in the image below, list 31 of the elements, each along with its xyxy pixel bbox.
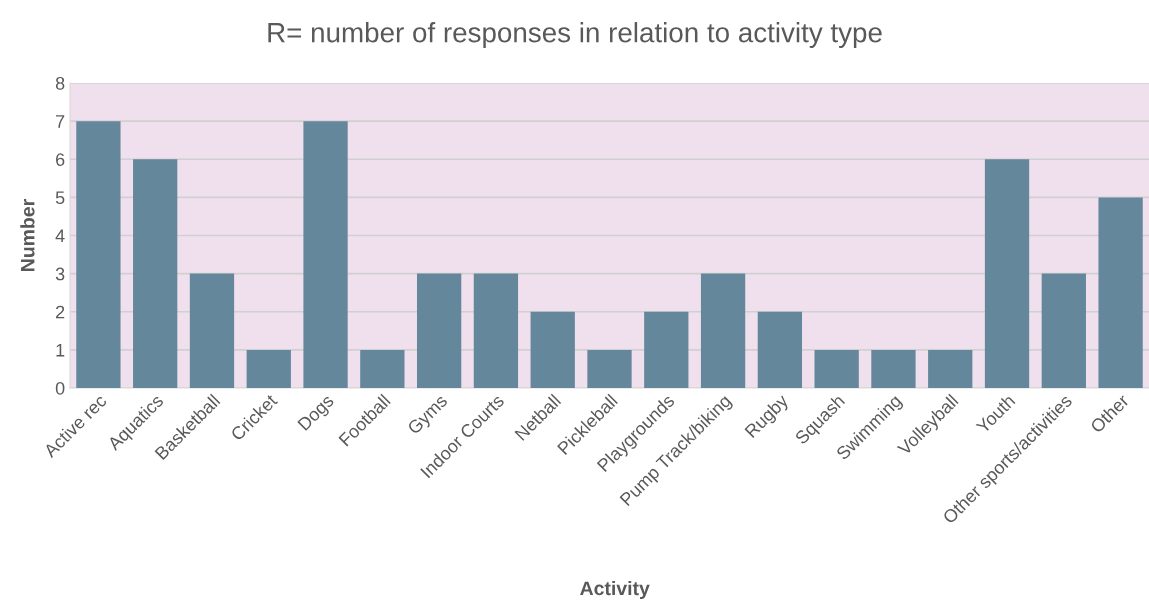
x-axis-title: Activity xyxy=(580,580,650,600)
bar xyxy=(246,349,291,388)
y-tick-label: 3 xyxy=(55,267,65,281)
y-tick-label: 0 xyxy=(55,381,65,395)
chart-title: R= number of responses in relation to activity type xyxy=(268,22,882,48)
y-tick-label: 2 xyxy=(56,305,65,319)
bar xyxy=(757,311,803,388)
bar xyxy=(984,159,1030,388)
bar xyxy=(416,273,462,388)
bar xyxy=(644,311,689,388)
bar xyxy=(871,349,916,388)
bar xyxy=(700,273,746,388)
y-tick-label: 6 xyxy=(56,153,65,166)
bar xyxy=(189,273,235,388)
bar xyxy=(473,273,519,388)
bar xyxy=(76,121,121,388)
y-tick-label: 4 xyxy=(55,229,65,243)
bar xyxy=(814,349,859,388)
bar xyxy=(587,349,632,388)
y-tick-label: 7 xyxy=(56,115,65,128)
bar xyxy=(1041,273,1086,388)
bar xyxy=(133,159,178,388)
bar xyxy=(530,311,575,388)
bar xyxy=(1098,197,1143,388)
y-tick-label: 5 xyxy=(55,191,65,205)
y-axis-title: Number xyxy=(20,199,35,271)
y-tick-label: 8 xyxy=(55,76,65,90)
bar xyxy=(303,121,348,388)
bar xyxy=(928,349,973,388)
y-tick-label: 1 xyxy=(56,344,65,357)
bar xyxy=(360,349,405,388)
